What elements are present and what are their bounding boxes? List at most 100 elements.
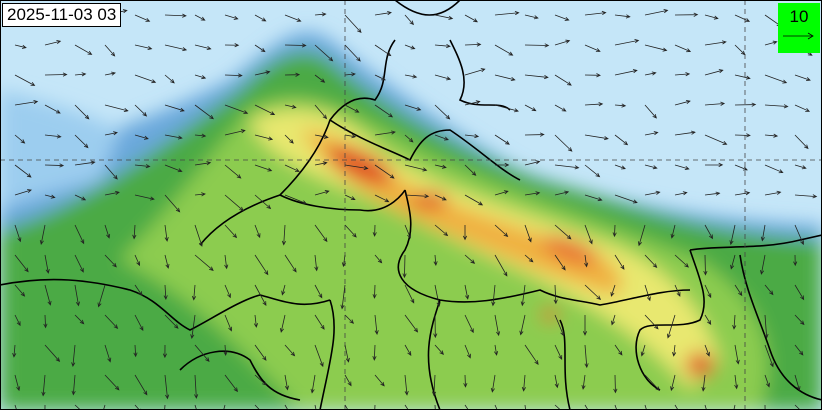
wind-arrow — [764, 74, 788, 84]
wind-arrow — [674, 164, 690, 170]
wind-arrow — [224, 314, 233, 332]
wind-arrow — [104, 314, 119, 329]
wind-arrow — [434, 404, 436, 410]
wind-arrow — [314, 104, 328, 120]
wind-arrow — [584, 404, 589, 410]
wind-arrow — [704, 284, 712, 299]
wind-arrow — [614, 14, 631, 19]
wind-arrow — [281, 224, 287, 246]
wind-arrow — [374, 374, 385, 387]
wind-arrow — [194, 104, 214, 120]
wind-arrow — [71, 344, 76, 368]
wind-arrow — [584, 344, 589, 369]
wind-arrow — [74, 44, 93, 55]
wind-arrow — [644, 284, 651, 302]
wind-arrow — [644, 131, 659, 136]
wind-arrow — [224, 14, 239, 20]
wind-arrow — [194, 133, 207, 138]
wind-arrow — [734, 14, 751, 22]
wind-arrow — [793, 254, 798, 267]
wind-arrow — [191, 284, 197, 301]
wind-arrow — [584, 284, 602, 300]
wind-arrow — [464, 194, 484, 206]
wind-arrow — [764, 164, 784, 174]
wind-arrow — [404, 404, 409, 410]
wind-arrow — [554, 104, 567, 112]
wind-arrow — [314, 134, 329, 139]
wind-arrow — [254, 224, 261, 239]
wind-arrow — [224, 374, 238, 393]
wind-arrow — [431, 374, 437, 397]
wind-arrow — [372, 284, 377, 299]
wind-arrow — [584, 102, 604, 107]
wind-arrow — [794, 164, 807, 170]
wind-arrow — [520, 284, 526, 307]
wind-arrow — [584, 10, 607, 16]
wind-arrow — [404, 314, 419, 333]
wind-arrow — [434, 14, 454, 20]
wind-arrow — [254, 344, 267, 361]
light-blue-west — [0, 90, 120, 210]
wind-arrow — [794, 314, 805, 326]
wind-arrow — [524, 74, 549, 80]
wind-arrow — [554, 254, 566, 271]
wind-arrow — [554, 224, 572, 240]
wind-arrow — [254, 104, 276, 116]
wind-arrow — [14, 404, 18, 410]
wind-arrow — [464, 254, 476, 264]
wind-arrow — [71, 374, 76, 396]
wind-arrow — [314, 284, 323, 299]
wind-arrow — [104, 44, 116, 57]
wind-arrow — [494, 134, 510, 145]
wind-arrow — [734, 191, 751, 196]
wind-arrow — [730, 254, 736, 270]
wind-arrow — [74, 284, 81, 307]
wind-arrow — [794, 224, 804, 246]
wind-arrow — [464, 42, 482, 47]
wind-arrow — [614, 194, 638, 204]
wind-arrow — [704, 14, 719, 20]
wind-arrow — [314, 190, 330, 196]
wind-arrow — [554, 374, 559, 389]
wind-arrow — [524, 43, 550, 48]
wind-arrow — [524, 104, 537, 112]
wind-arrow — [134, 194, 155, 201]
wind-arrow — [344, 14, 362, 34]
wind-arrow — [164, 134, 183, 140]
wind-arrow — [374, 404, 376, 410]
wind-arrow — [12, 344, 17, 358]
wind-arrow — [314, 314, 325, 330]
wind-arrow — [14, 314, 21, 327]
wind-arrow — [14, 189, 32, 196]
wind-arrow — [554, 134, 573, 152]
wind-arrow — [254, 374, 267, 386]
hotspot-south — [686, 353, 714, 377]
wind-arrow — [14, 44, 27, 49]
wind-arrow — [433, 314, 438, 339]
wind-arrow — [672, 344, 677, 357]
wind-arrow — [701, 374, 706, 392]
wind-arrow — [703, 254, 708, 276]
wind-arrow — [104, 374, 120, 391]
wind-arrow — [310, 374, 316, 394]
wind-arrow — [134, 254, 141, 267]
wind-arrow — [704, 101, 726, 106]
wind-arrow — [194, 224, 203, 247]
wind-arrow — [74, 404, 82, 410]
wind-arrow — [794, 134, 809, 150]
wind-arrow — [104, 71, 117, 76]
wind-arrow — [104, 104, 129, 112]
wind-arrow — [74, 72, 87, 77]
wind-arrow — [614, 344, 623, 356]
wind-arrow — [554, 190, 570, 196]
wind-arrow — [674, 130, 696, 136]
wind-arrow — [764, 374, 770, 388]
wind-arrow — [434, 74, 452, 81]
wind-arrow — [194, 404, 198, 410]
wind-arrow — [524, 224, 532, 243]
wind-arrow — [794, 404, 801, 410]
wind-arrow — [164, 164, 183, 173]
wind-arrow — [284, 134, 294, 144]
wind-arrow — [554, 164, 580, 170]
wind-arrow — [104, 224, 111, 239]
